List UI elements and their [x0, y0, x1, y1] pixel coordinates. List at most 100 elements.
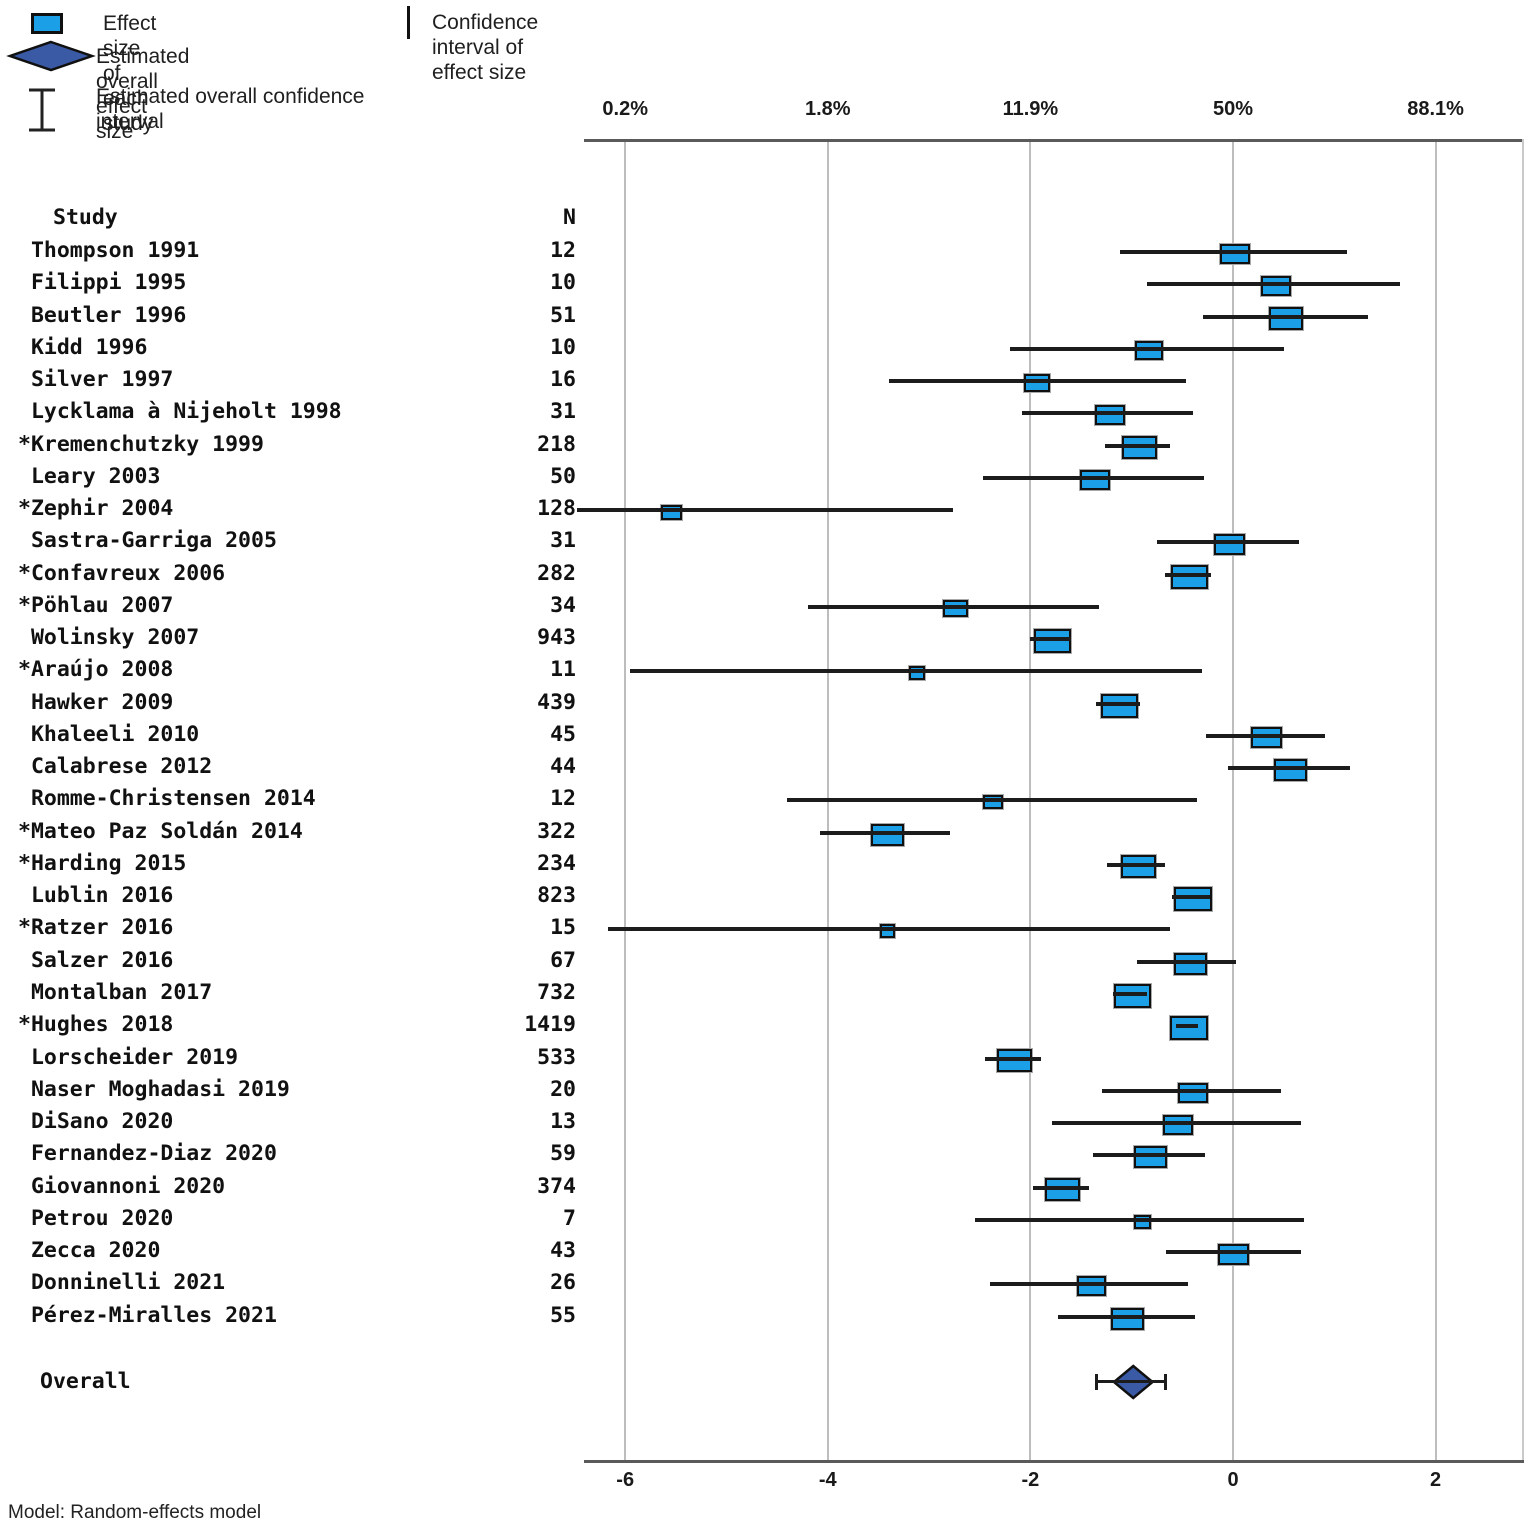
study-n-value: 322 [537, 818, 576, 844]
study-label: Kidd 1996 [18, 334, 148, 360]
confidence-interval-line [1165, 573, 1211, 577]
study-n-value: 15 [550, 915, 576, 941]
study-label: Sastra-Garriga 2005 [18, 528, 277, 554]
top-axis-tick-label: 0.2% [602, 98, 648, 120]
confidence-interval-line [1228, 766, 1350, 770]
model-note: Model: Random-effects model [8, 1502, 262, 1523]
legend-item-label: Estimated overall effect size [96, 45, 190, 143]
study-label: *Araújo 2008 [18, 657, 174, 683]
effect-size-box [1218, 1244, 1249, 1265]
legend-separator [407, 6, 410, 39]
confidence-interval-line [1033, 1186, 1089, 1190]
study-label: Zecca 2020 [18, 1238, 161, 1264]
study-label: *Pöhlau 2007 [18, 592, 174, 618]
confidence-interval-line [1102, 1089, 1281, 1093]
study-label: Thompson 1991 [18, 238, 200, 263]
study-n-value: 823 [537, 883, 576, 909]
study-n-value: 50 [550, 463, 576, 489]
overall-row-label: Overall [40, 1369, 131, 1394]
confidence-interval-line [975, 1218, 1304, 1222]
ci-legend-label: Confidence interval of effect size [432, 11, 539, 84]
confidence-interval-line [1176, 1024, 1198, 1028]
study-label: *Kremenchutzky 1999 [18, 431, 264, 457]
overall-ci-line [1095, 1380, 1167, 1383]
study-column-header: Study [53, 205, 118, 230]
effect-size-box [1111, 1308, 1144, 1330]
study-n-value: 31 [550, 399, 576, 425]
top-axis-tick-label: 50% [1212, 98, 1254, 120]
confidence-interval-line [1105, 444, 1170, 448]
confidence-interval-line [787, 798, 1197, 802]
effect-size-box [1174, 953, 1207, 975]
study-n-value: 10 [550, 334, 576, 360]
confidence-interval-line [608, 927, 1170, 931]
confidence-interval-line [1172, 895, 1210, 899]
confidence-interval-line [1096, 702, 1140, 706]
study-n-value: 31 [550, 528, 576, 554]
study-n-value: 732 [537, 979, 576, 1005]
study-label: *Confavreux 2006 [18, 560, 226, 586]
study-label: Filippi 1995 [18, 270, 187, 296]
top-axis-tick-label: 88.1% [1407, 98, 1464, 120]
confidence-interval-line [1166, 1250, 1301, 1254]
study-n-value: 234 [537, 850, 576, 876]
bottom-axis-tick-label: 2 [1430, 1469, 1442, 1491]
confidence-interval-line [1030, 637, 1071, 641]
study-label: Pérez-Miralles 2021 [18, 1302, 277, 1328]
study-label: Lublin 2016 [18, 883, 174, 909]
study-n-value: 34 [550, 592, 576, 618]
plot-right-frame [1522, 139, 1524, 1460]
effect-size-box [1024, 374, 1050, 392]
effect-size-box [1077, 1276, 1106, 1296]
study-n-value: 218 [537, 431, 576, 457]
effect-size-box [1214, 534, 1245, 555]
study-label: Giovannoni 2020 [18, 1173, 226, 1199]
confidence-interval-line [1052, 1121, 1301, 1125]
study-n-value: 7 [563, 1205, 576, 1231]
study-label: Wolinsky 2007 [18, 625, 200, 651]
study-n-value: 45 [550, 721, 576, 747]
study-label: Donninelli 2021 [18, 1270, 226, 1296]
study-n-value: 43 [550, 1238, 576, 1264]
study-n-value: 10 [550, 270, 576, 296]
bottom-axis-tick-label: -2 [1021, 1469, 1040, 1491]
study-label: Lorscheider 2019 [18, 1044, 239, 1070]
confidence-interval-line [1022, 411, 1193, 415]
top-axis-tick-label: 11.9% [1002, 98, 1059, 120]
top-axis-tick-label: 1.8% [805, 98, 851, 120]
effect-size-box [1261, 276, 1291, 296]
study-label: Naser Moghadasi 2019 [18, 1076, 290, 1102]
study-label: DiSano 2020 [18, 1109, 174, 1135]
study-label: *Hughes 2018 [18, 1012, 174, 1038]
confidence-interval-line [630, 669, 1202, 673]
study-label: Silver 1997 [18, 367, 174, 393]
study-label: Hawker 2009 [18, 689, 174, 715]
bottom-axis-tick-label: -4 [818, 1469, 837, 1491]
bottom-axis-tick-label: -6 [616, 1469, 635, 1491]
study-n-value: 1419 [524, 1012, 576, 1038]
confidence-interval-line [1058, 1315, 1195, 1319]
confidence-interval-line [1113, 992, 1147, 996]
legend-item-label: Estimated overall confidence interval [96, 85, 365, 133]
study-label: Khaleeli 2010 [18, 721, 200, 747]
confidence-interval-line [1147, 282, 1400, 286]
study-n-value: 439 [537, 689, 576, 715]
study-n-value: 12 [550, 238, 576, 263]
study-n-value: 26 [550, 1270, 576, 1296]
effect-size-box [1274, 759, 1307, 781]
study-n-value: 13 [550, 1109, 576, 1135]
confidence-interval-line [985, 1057, 1041, 1061]
effect-size-box [1163, 1115, 1193, 1135]
effect-size-box [1114, 984, 1151, 1008]
top-axis-line [584, 139, 1524, 142]
study-n-value: 11 [550, 657, 576, 683]
study-n-value: 12 [550, 786, 576, 812]
study-label: Petrou 2020 [18, 1205, 174, 1231]
study-n-value: 943 [537, 625, 576, 651]
bottom-axis-tick-label: 0 [1227, 1469, 1239, 1491]
overall-effect-legend-icon [6, 40, 96, 72]
confidence-interval-line [820, 831, 950, 835]
study-label: Romme-Christensen 2014 [18, 786, 316, 812]
confidence-interval-line [1137, 960, 1236, 964]
effect-size-box [1174, 887, 1212, 911]
